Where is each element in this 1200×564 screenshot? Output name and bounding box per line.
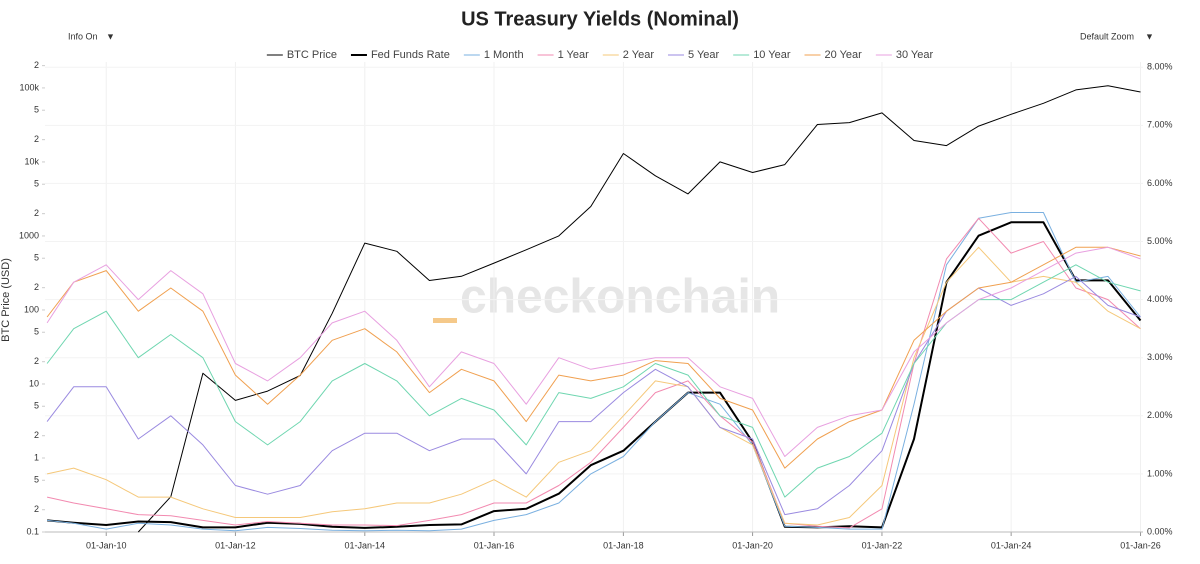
y2-tick-label: 4.00% [1147,294,1173,304]
x-tick-label: 01-Jan-12 [215,540,256,550]
y-tick-label: 5 [34,179,39,189]
legend-label[interactable]: 1 Year [558,49,590,61]
y-tick-label: 5 [34,253,39,263]
series-line [46,246,1141,526]
y-tick-label: 5 [34,327,39,337]
y2-tick-label: 2.00% [1147,410,1173,420]
x-tick-label: 01-Jan-18 [603,540,644,550]
series-line [137,85,1141,533]
legend-label[interactable]: 20 Year [825,49,863,61]
y2-tick-label: 3.00% [1147,352,1173,362]
legend-label[interactable]: 30 Year [896,49,934,61]
y-tick-label: 2 [34,134,39,144]
info-toggle[interactable]: Info On [68,31,98,41]
y-tick-label: 2 [34,282,39,292]
y-tick-label: 10k [24,156,39,166]
x-tick-label: 01-Jan-22 [862,540,903,550]
x-tick-label: 01-Jan-16 [474,540,515,550]
series-line [47,221,1142,529]
series-line [46,217,1141,529]
y-tick-label: 100 [24,304,39,314]
y-tick-label: 2 [34,208,39,218]
chart-title: US Treasury Yields (Nominal) [461,8,739,30]
info-arrow[interactable]: ▼ [106,31,115,41]
zoom-control[interactable]: Default Zoom [1080,31,1134,41]
x-tick-label: 01-Jan-24 [991,540,1032,550]
y-tick-label: 2 [34,60,39,70]
y2-tick-label: 0.00% [1147,526,1173,536]
y-tick-label: 5 [34,105,39,115]
x-tick-label: 01-Jan-10 [86,540,127,550]
series-line [46,246,1141,469]
legend-label[interactable]: 5 Year [688,49,720,61]
y-tick-label: 2 [34,504,39,514]
legend-label[interactable]: 10 Year [753,49,791,61]
x-tick-label: 01-Jan-20 [732,540,773,550]
legend-label[interactable]: Fed Funds Rate [371,49,450,61]
y-tick-label: 2 [34,430,39,440]
legend-label[interactable]: 1 Month [484,49,524,61]
x-tick-label: 01-Jan-26 [1120,540,1161,550]
y-tick-label: 10 [29,378,39,388]
y2-tick-label: 7.00% [1147,120,1173,130]
series-line [46,246,1141,457]
y-tick-label: 5 [34,401,39,411]
y-tick-label: 0.1 [26,526,39,536]
y-axis-label: BTC Price (USD) [0,258,12,342]
watermark: checkonchain [460,271,780,324]
series-line [47,212,1141,532]
y-tick-label: 5 [34,475,39,485]
legend-label[interactable]: 2 Year [623,49,655,61]
y2-tick-label: 8.00% [1147,62,1173,72]
y2-tick-label: 1.00% [1147,468,1173,478]
legend-label[interactable]: BTC Price [287,49,337,61]
y-tick-label: 1000 [19,230,39,240]
y-tick-label: 100k [19,82,39,92]
y-tick-label: 1 [34,452,39,462]
y2-tick-label: 6.00% [1147,178,1173,188]
watermark-underscore [433,318,457,323]
y-tick-label: 2 [34,356,39,366]
zoom-arrow[interactable]: ▼ [1145,31,1154,41]
x-tick-label: 01-Jan-14 [345,540,386,550]
y2-tick-label: 5.00% [1147,236,1173,246]
